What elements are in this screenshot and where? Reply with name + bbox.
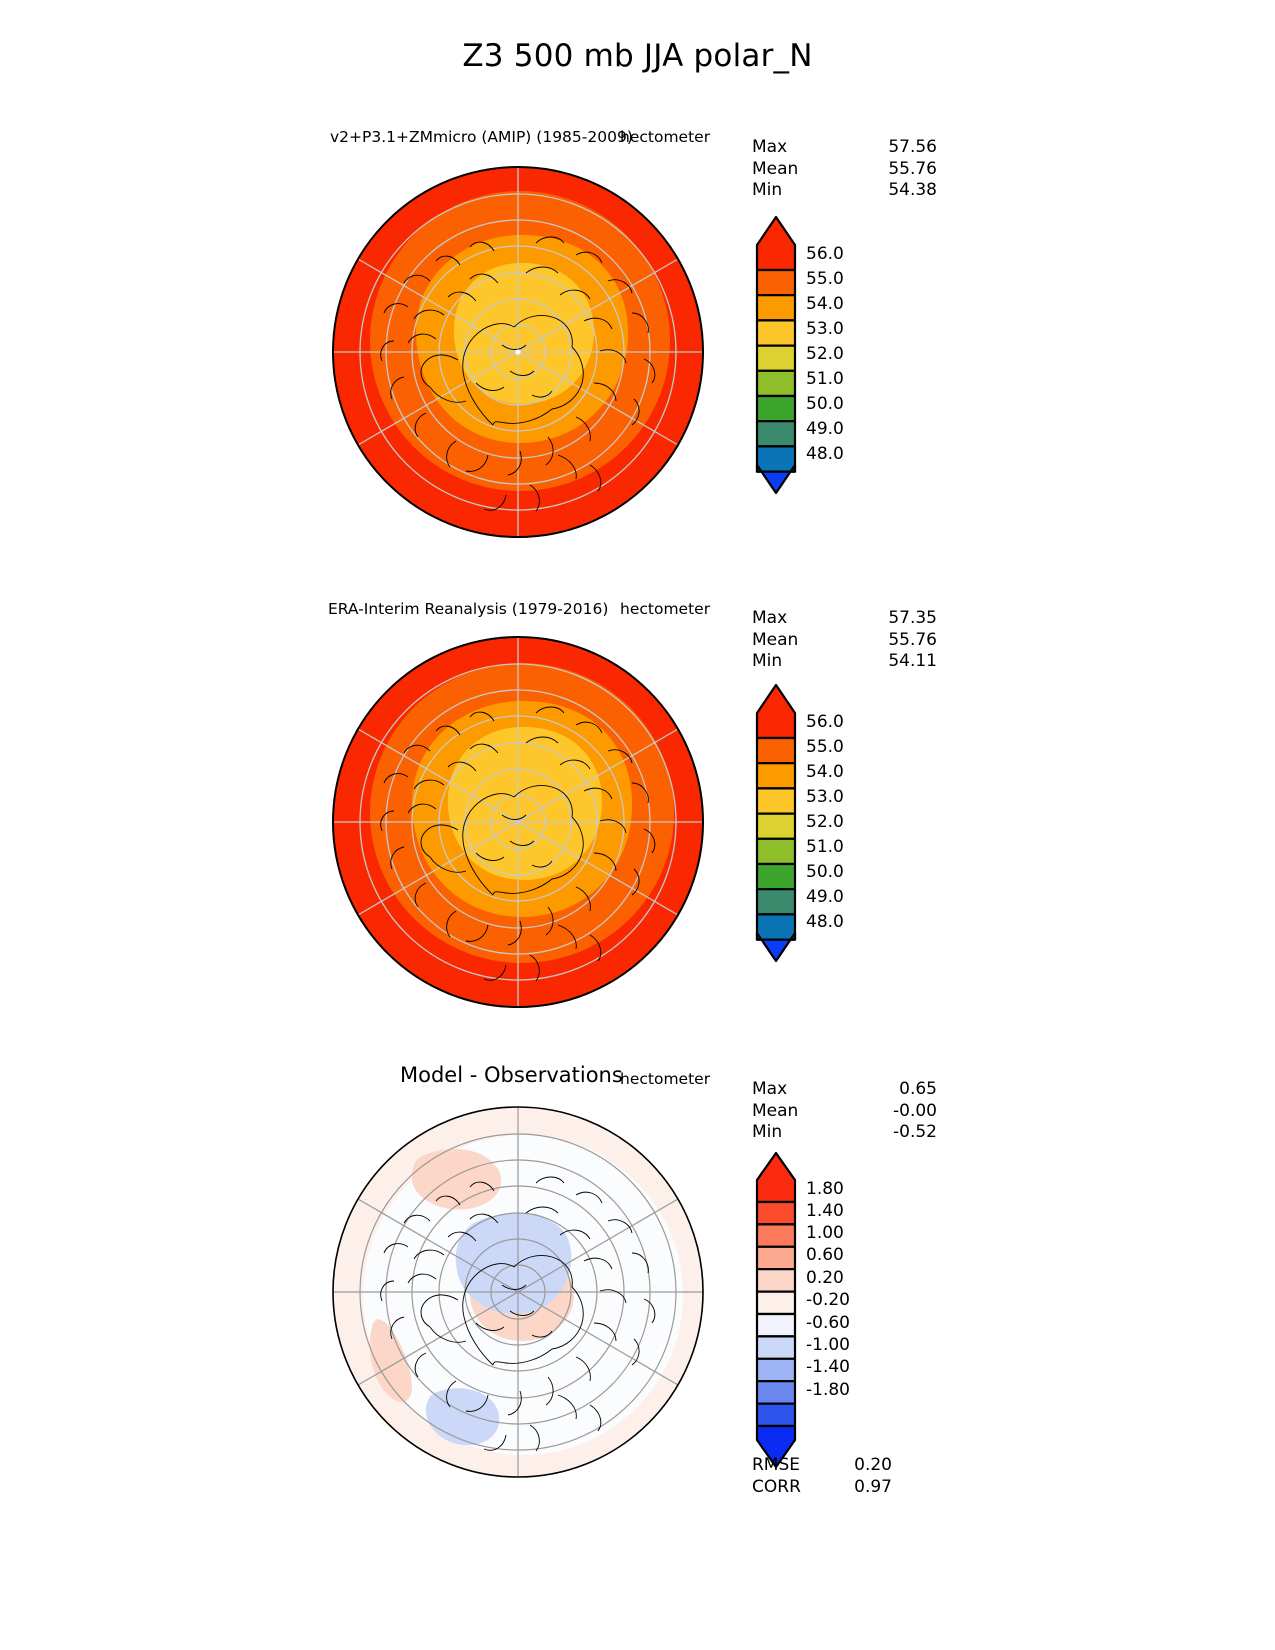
- coastlines-model: [380, 236, 656, 512]
- cbar-tick: 0.20: [806, 1268, 844, 1288]
- cbar-tick: 1.80: [806, 1179, 844, 1199]
- cbar-tick: 49.0: [806, 419, 844, 439]
- stat-value: 54.11: [888, 651, 937, 671]
- cbar-tick: -1.00: [806, 1335, 850, 1355]
- stat-label: Max: [752, 137, 788, 157]
- cbar-tick: 1.40: [806, 1201, 844, 1221]
- cbar-tick: 53.0: [806, 319, 844, 339]
- cbar-tick: 56.0: [806, 244, 844, 264]
- figure-title: Z3 500 mb JJA polar_N: [462, 38, 813, 74]
- score-value: 0.20: [854, 1455, 892, 1475]
- stat-label: Mean: [752, 629, 799, 650]
- colorbar-observations[interactable]: [754, 680, 798, 970]
- stat-value: -0.52: [893, 1122, 937, 1142]
- cbar-tick: 49.0: [806, 887, 844, 907]
- map-outline-model: [332, 166, 704, 538]
- cbar-tick: 56.0: [806, 712, 844, 732]
- panel-difference-subtitle: Model - Observations: [400, 1063, 623, 1087]
- cbar-tick: 1.00: [806, 1223, 844, 1243]
- stat-label: Min: [752, 1122, 783, 1142]
- map-outline-difference: [332, 1106, 704, 1478]
- stat-value: 57.56: [888, 137, 937, 157]
- map-difference: [308, 1095, 728, 1495]
- cbar-tick: 50.0: [806, 862, 844, 882]
- cbar-tick: 53.0: [806, 787, 844, 807]
- stat-value: 55.76: [888, 629, 937, 650]
- cbar-tick: 51.0: [806, 369, 844, 389]
- score-label: CORR: [752, 1476, 801, 1497]
- cbar-tick: -1.80: [806, 1380, 850, 1400]
- cbar-tick: -1.40: [806, 1357, 850, 1377]
- stat-value: 57.35: [888, 608, 937, 628]
- pole-marker-model: [515, 349, 521, 355]
- panel-observations-units: hectometer: [620, 600, 711, 618]
- cbar-tick: 48.0: [806, 912, 844, 932]
- stat-value: 0.65: [899, 1079, 937, 1099]
- coastlines-difference: [380, 1176, 656, 1452]
- cbar-tick: -0.60: [806, 1313, 850, 1333]
- map-observations: [308, 625, 728, 1025]
- stat-value: 54.38: [888, 180, 937, 200]
- cbar-tick: 48.0: [806, 444, 844, 464]
- cbar-tick: 54.0: [806, 762, 844, 782]
- colorbar-model[interactable]: [754, 212, 798, 502]
- cbar-tick: 51.0: [806, 837, 844, 857]
- cbar-tick: 55.0: [806, 737, 844, 757]
- stat-label: Max: [752, 608, 788, 628]
- stat-label: Mean: [752, 158, 799, 179]
- stat-label: Min: [752, 651, 783, 671]
- colorbar-difference[interactable]: [754, 1150, 798, 1474]
- panel-model-subtitle: v2+P3.1+ZMmicro (AMIP) (1985-2009): [330, 128, 633, 146]
- cbar-tick: -0.20: [806, 1290, 850, 1310]
- cbar-tick: 50.0: [806, 394, 844, 414]
- coastlines-observations: [380, 706, 656, 982]
- stat-label: Mean: [752, 1100, 799, 1121]
- panel-model-units: hectometer: [620, 128, 711, 146]
- stat-value: -0.00: [893, 1100, 937, 1121]
- cbar-tick: 52.0: [806, 344, 844, 364]
- cbar-tick: 0.60: [806, 1245, 844, 1265]
- stat-value: 55.76: [888, 158, 937, 179]
- map-model: [308, 155, 728, 555]
- cbar-tick: 55.0: [806, 269, 844, 289]
- score-label: RMSE: [752, 1455, 801, 1475]
- map-outline-observations: [332, 636, 704, 1008]
- panel-difference-units: hectometer: [620, 1070, 711, 1088]
- stat-label: Min: [752, 180, 783, 200]
- cbar-tick: 52.0: [806, 812, 844, 832]
- stat-label: Max: [752, 1079, 788, 1099]
- graticule-difference: [333, 1107, 703, 1477]
- cbar-tick: 54.0: [806, 294, 844, 314]
- score-value: 0.97: [854, 1476, 892, 1497]
- panel-observations-subtitle: ERA-Interim Reanalysis (1979-2016): [328, 600, 609, 618]
